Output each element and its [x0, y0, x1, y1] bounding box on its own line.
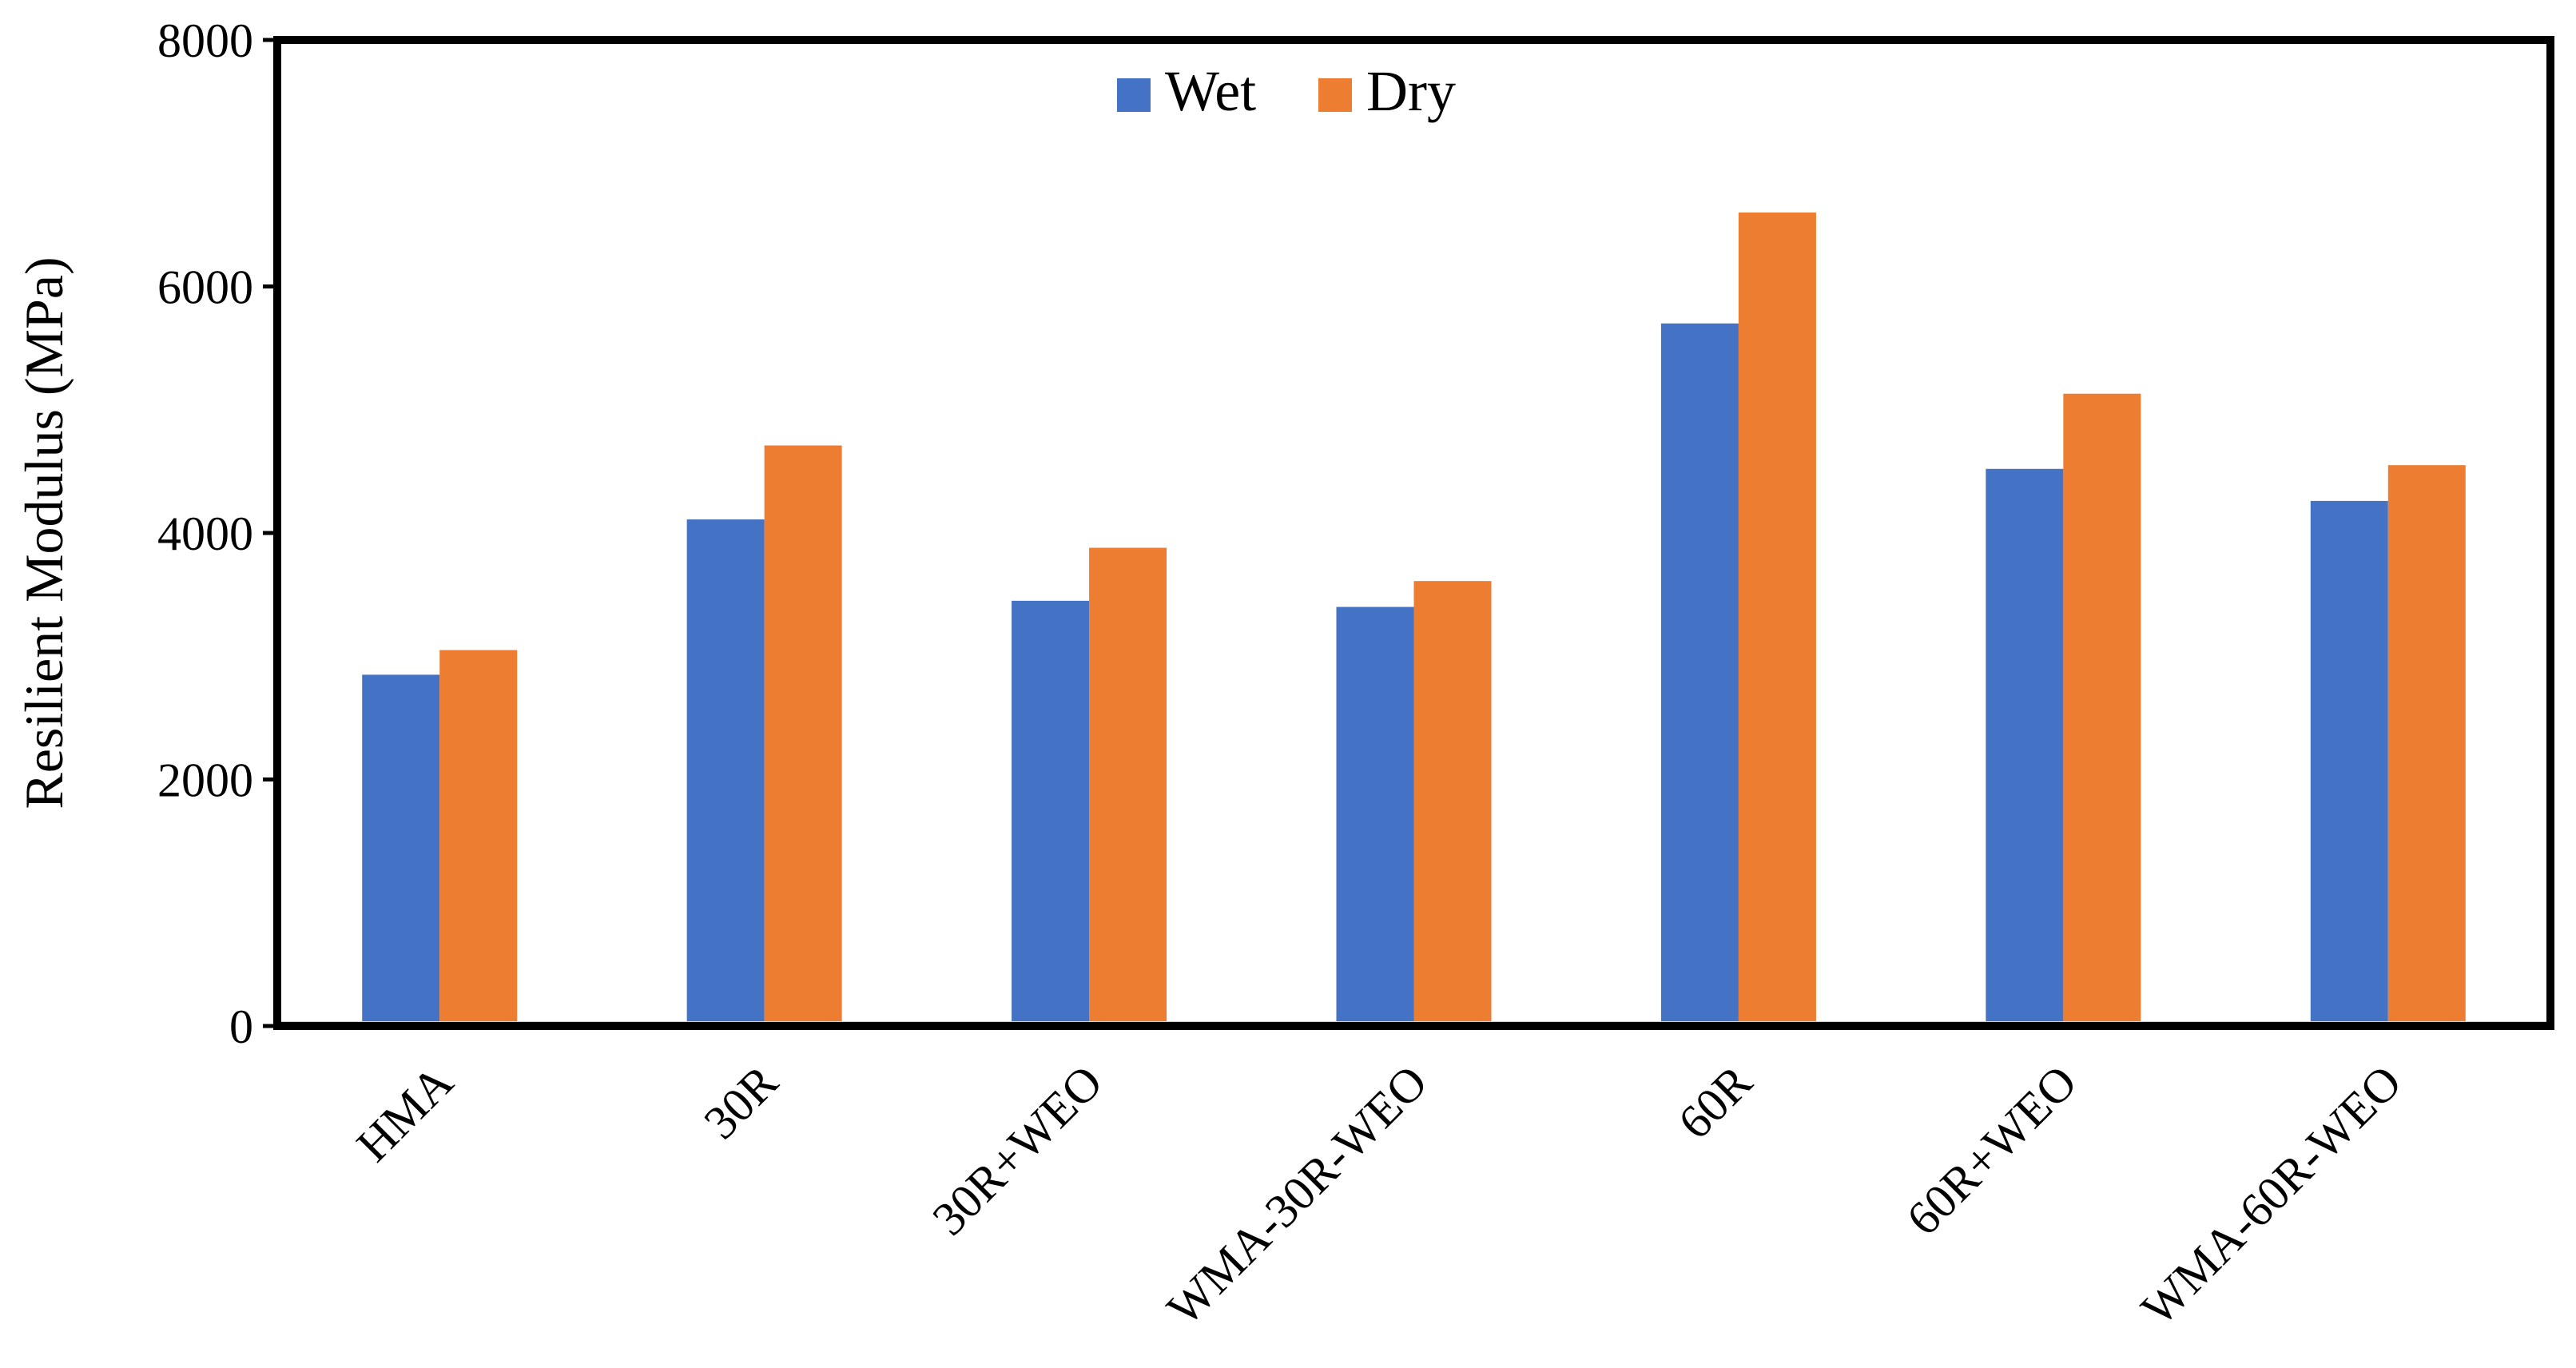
bar-dry-30r	[764, 445, 842, 1026]
y-tick-label: 2000	[157, 754, 253, 807]
bar-wet-wma-30r-weo	[1336, 606, 1414, 1026]
bar-dry-wma-60r-weo	[2387, 465, 2466, 1026]
x-category-label: 60R+WEO	[1897, 1056, 2087, 1246]
bar-wet-30r-weo	[1012, 600, 1090, 1026]
x-category-label: 30R+WEO	[922, 1056, 1112, 1246]
bar-wet-60r-weo	[1986, 468, 2064, 1026]
legend-swatch-wet	[1117, 78, 1151, 112]
bar-dry-60r	[1738, 212, 1816, 1026]
y-tick-label: 0	[229, 1000, 253, 1053]
bar-series-group	[362, 212, 2466, 1026]
y-tick-label: 4000	[157, 507, 253, 560]
legend: Wet Dry	[1117, 59, 1456, 123]
x-category-label: HMA	[347, 1056, 463, 1172]
legend-label-dry: Dry	[1366, 59, 1456, 123]
x-category-label: WMA-30R-WEO	[1157, 1056, 1437, 1336]
bar-dry-30r-weo	[1089, 547, 1167, 1026]
x-category-label: 60R	[1668, 1056, 1762, 1149]
bar-wet-60r	[1660, 323, 1739, 1026]
bar-wet-hma	[362, 674, 440, 1026]
x-category-label: 30R	[694, 1056, 787, 1149]
x-category-label: WMA-60R-WEO	[2131, 1056, 2411, 1336]
bar-dry-wma-30r-weo	[1413, 581, 1492, 1026]
bar-dry-60r-weo	[2063, 393, 2141, 1026]
y-axis-title: Resilient Modulus (MPa)	[14, 256, 74, 809]
bar-wet-30r	[686, 519, 765, 1026]
legend-swatch-dry	[1318, 78, 1352, 112]
legend-label-wet: Wet	[1165, 59, 1256, 123]
y-tick-label: 6000	[157, 261, 253, 314]
bar-wet-wma-60r-weo	[2310, 500, 2388, 1026]
bar-dry-hma	[439, 650, 518, 1026]
y-tick-label: 8000	[157, 14, 253, 67]
